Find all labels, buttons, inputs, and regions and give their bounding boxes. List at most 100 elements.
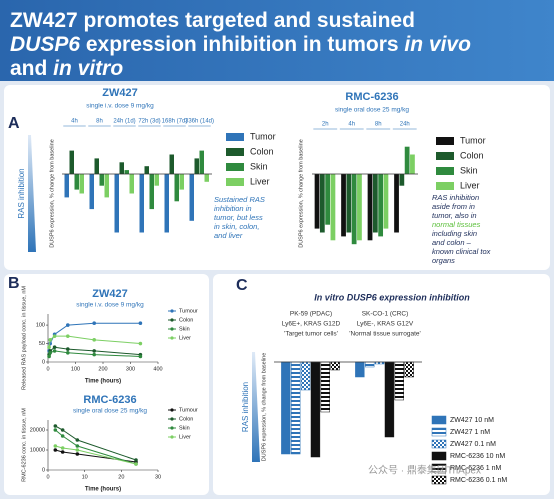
point (66, 350, 70, 355)
annotation: known clinical tox (432, 247, 491, 256)
bar (300, 361, 311, 391)
bar (174, 174, 179, 202)
legend-swatch (431, 463, 447, 473)
y-axis-label: DUSP6 expression, % change from baseline (261, 353, 267, 462)
legend-label: Colon (179, 416, 193, 422)
bar (119, 162, 124, 174)
category-label: 336h (14d) (185, 119, 214, 125)
point (138, 354, 143, 359)
legend-marker (170, 336, 174, 340)
legend-label: Liver (250, 176, 270, 186)
point (75, 444, 80, 448)
point (53, 444, 58, 448)
annotation: Sustained RAS (214, 195, 265, 204)
annotation: and colon – (432, 238, 472, 247)
y-tick-label: 100 (36, 323, 45, 329)
point (66, 347, 70, 351)
legend-swatch (226, 148, 244, 156)
bar (199, 150, 204, 174)
bar (319, 174, 325, 233)
category-label: 72h (3d) (138, 119, 160, 125)
category-label: 24h (1d) (113, 119, 135, 125)
chart-title: ZW427 (102, 87, 137, 99)
x-tick-label: 100 (71, 366, 80, 372)
bar (325, 174, 331, 225)
bar (404, 361, 414, 378)
x-tick-label: 400 (153, 366, 162, 372)
category-label: 24h (400, 122, 410, 128)
legend-marker (170, 309, 174, 313)
legend-label: Skin (179, 326, 190, 332)
y-axis-label: Released RAS payload conc. in tissue, nM (21, 286, 27, 390)
chart-title: In vitro DUSP6 expression inhibition (314, 292, 470, 302)
bar (79, 174, 84, 194)
legend-swatch (431, 427, 447, 437)
y-tick-label: 20000 (30, 427, 45, 433)
title-part: expression inhibition in tumors (80, 33, 404, 56)
bar (410, 154, 415, 174)
legend-label: RMC-6236 0.1 nM (450, 477, 507, 484)
bar (372, 174, 378, 233)
y-axis-label: DUSP6 expression, % change from baseline (298, 139, 304, 248)
category-label: 4h (348, 122, 355, 128)
bar (320, 361, 330, 413)
series-line (55, 425, 137, 461)
watermark: 公众号 · 鼎泰集团TriApex (368, 464, 481, 477)
x-tick-label: 30 (155, 474, 161, 480)
legend-swatch (431, 451, 447, 461)
legend-label: ZW427 0.1 nM (450, 441, 496, 448)
bar (357, 174, 362, 241)
chart-title: RMC-6236 (345, 91, 398, 103)
x-axis-label: Time (hours) (85, 379, 121, 385)
legend-swatch (226, 133, 244, 141)
bar (394, 174, 399, 233)
panel-letter: C (236, 277, 248, 294)
legend-label: Skin (250, 161, 268, 171)
bar (378, 174, 384, 237)
panel-card (4, 274, 209, 495)
category-label: 168h (7d) (162, 119, 188, 125)
legend-label: Skin (179, 425, 190, 431)
legend-swatch (431, 475, 447, 485)
bar (189, 174, 194, 221)
legend-swatch (226, 163, 244, 171)
point (60, 446, 65, 450)
bar (399, 174, 405, 186)
x-tick-label: 10 (82, 474, 88, 480)
category-label: 8h (375, 122, 382, 128)
point (134, 462, 138, 466)
bar (69, 150, 74, 174)
bar (310, 361, 321, 458)
legend-label: RMC-6236 10 nM (450, 453, 505, 460)
point (134, 458, 138, 462)
legend-swatch (431, 415, 447, 425)
bar (129, 174, 134, 194)
chart-title: RMC-6236 (83, 394, 136, 406)
point (138, 341, 143, 346)
bar (330, 361, 340, 371)
chart-subtitle: single i.v. dose 9 mg/kg (86, 103, 154, 110)
category-label: 8h (96, 119, 103, 125)
annotation: aside from in (432, 202, 475, 211)
title-line: and in vitro (10, 57, 123, 80)
bar (346, 174, 352, 233)
title-part: and (10, 57, 53, 80)
bar (383, 174, 389, 229)
bar (164, 174, 169, 233)
panel-letter: B (8, 275, 20, 292)
x-tick-label: 0 (46, 474, 49, 480)
bar (204, 174, 209, 182)
bar (367, 174, 373, 241)
point (53, 448, 58, 452)
bar (179, 174, 184, 190)
legend-marker (170, 318, 174, 322)
point (92, 321, 96, 326)
category-label: 4h (71, 119, 78, 125)
title-part: in vitro (53, 57, 123, 80)
bar (139, 174, 144, 233)
series-line (55, 445, 137, 465)
side-label: RAS inhibition (17, 168, 26, 218)
legend-marker (170, 327, 174, 331)
legend-label: Tumour (179, 407, 198, 413)
legend-marker (170, 426, 174, 430)
